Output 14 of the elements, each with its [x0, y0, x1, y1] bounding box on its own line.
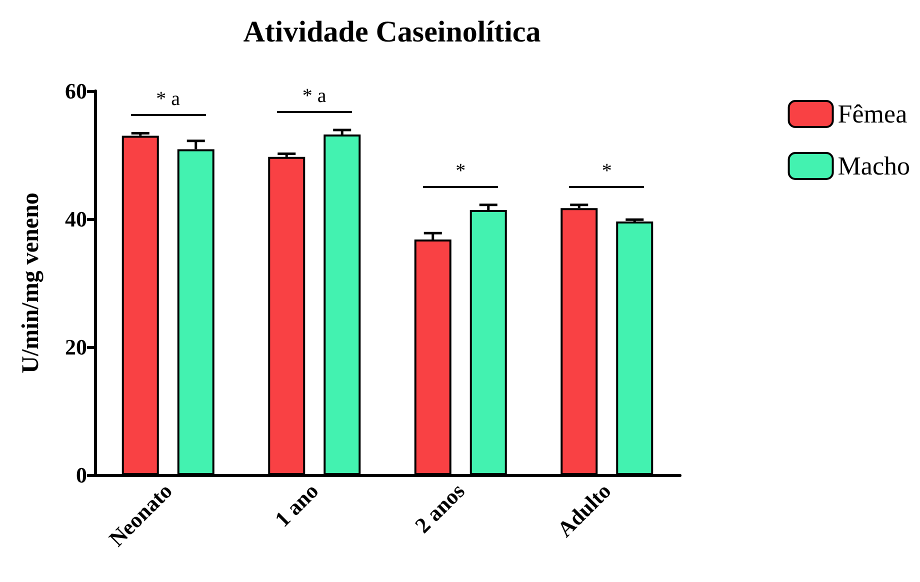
- annotation: * a: [302, 85, 326, 108]
- legend-label: Fêmea: [838, 100, 908, 128]
- x-tick-label: 2 anos: [410, 478, 470, 538]
- chart-title: Atividade Caseinolítica: [243, 16, 541, 48]
- y-tick-label: 20: [65, 334, 87, 360]
- annotation: *: [456, 160, 466, 183]
- y-tick-label: 60: [65, 78, 87, 104]
- y-axis-title: U/min/mg veneno: [18, 192, 44, 374]
- annotation: *: [602, 160, 612, 183]
- y-tick-label: 40: [65, 206, 87, 232]
- y-tick-label: 0: [76, 462, 87, 488]
- annotation: * a: [156, 88, 180, 112]
- legend-label: Macho: [838, 152, 910, 180]
- x-tick-label: 1 ano: [270, 478, 324, 532]
